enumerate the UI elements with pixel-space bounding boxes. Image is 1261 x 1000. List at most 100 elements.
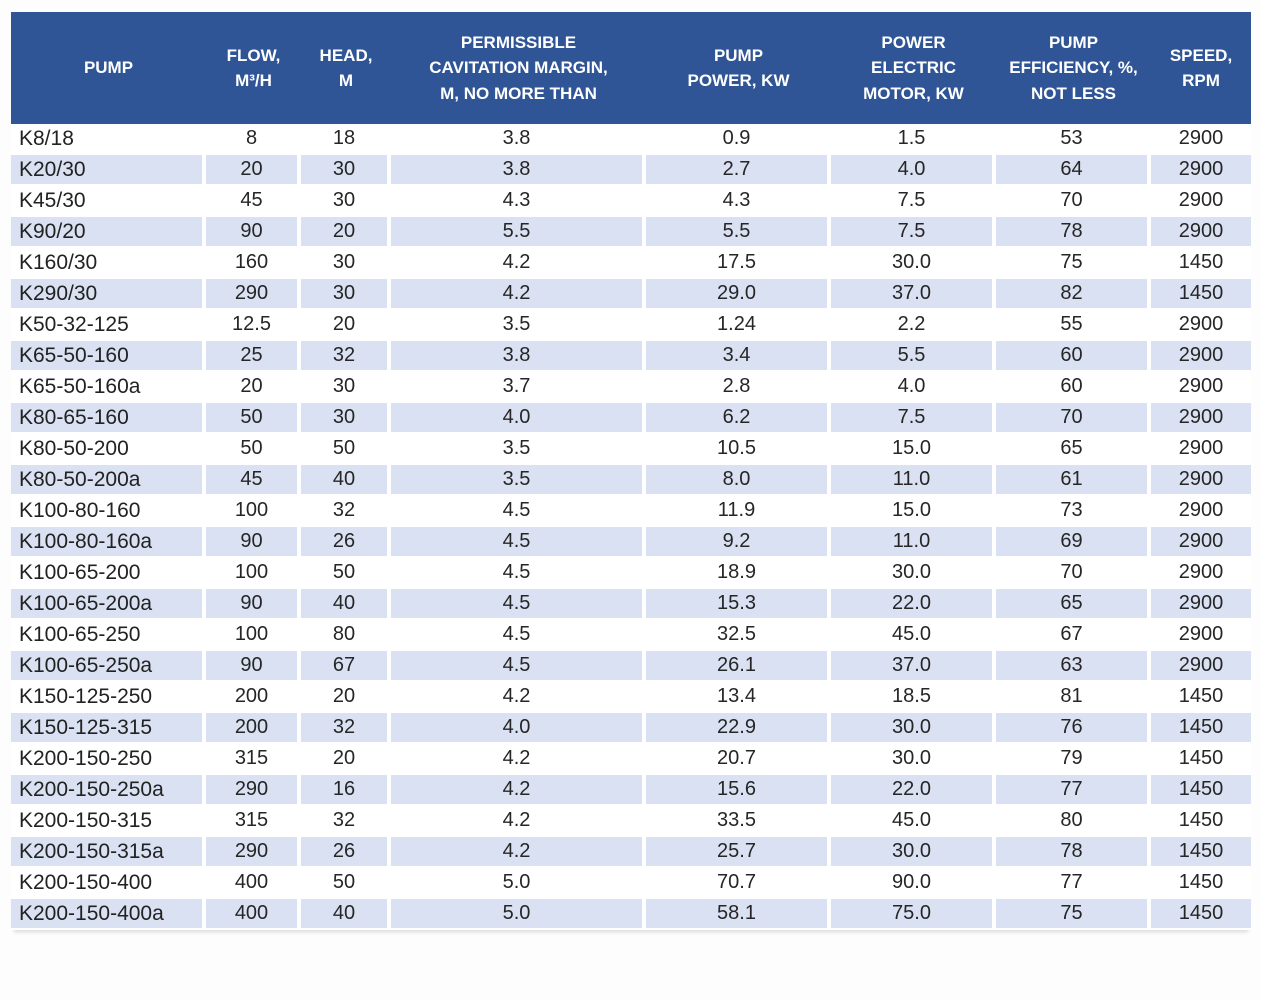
table-row: K8/18 8 18 3.8 0.9 1.5 53 2900: [11, 124, 1251, 155]
table-row: K20/30 20 30 3.8 2.7 4.0 64 2900: [11, 155, 1251, 186]
cell-cavitation: 4.0: [391, 403, 646, 434]
cell-motor-power: 37.0: [831, 651, 996, 682]
cell-motor-power: 30.0: [831, 744, 996, 775]
cell-flow: 200: [206, 682, 301, 713]
table-row: K200-150-315a 290 26 4.2 25.7 30.0 78 1450: [11, 837, 1251, 868]
cell-pump-power: 25.7: [646, 837, 831, 868]
cell-motor-power: 30.0: [831, 248, 996, 279]
cell-speed: 2900: [1151, 124, 1251, 155]
cell-head: 30: [301, 403, 391, 434]
column-header-speed: SPEED, RPM: [1151, 12, 1251, 124]
cell-motor-power: 30.0: [831, 713, 996, 744]
cell-cavitation: 4.0: [391, 713, 646, 744]
cell-efficiency: 53: [996, 124, 1151, 155]
cell-head: 20: [301, 217, 391, 248]
cell-speed: 2900: [1151, 620, 1251, 651]
cell-efficiency: 60: [996, 341, 1151, 372]
table-body: K8/18 8 18 3.8 0.9 1.5 53 2900 K20/30 20 30 3.8 2.7 4…: [11, 124, 1251, 930]
cell-speed: 1450: [1151, 775, 1251, 806]
cell-flow: 290: [206, 775, 301, 806]
cell-motor-power: 4.0: [831, 155, 996, 186]
cell-efficiency: 61: [996, 465, 1151, 496]
cell-pump-power: 9.2: [646, 527, 831, 558]
cell-efficiency: 77: [996, 868, 1151, 899]
cell-motor-power: 15.0: [831, 434, 996, 465]
cell-pump: K150-125-250: [11, 682, 206, 713]
cell-motor-power: 75.0: [831, 899, 996, 930]
cell-flow: 25: [206, 341, 301, 372]
cell-pump: K8/18: [11, 124, 206, 155]
cell-pump-power: 3.4: [646, 341, 831, 372]
cell-motor-power: 2.2: [831, 310, 996, 341]
cell-pump-power: 17.5: [646, 248, 831, 279]
cell-cavitation: 4.2: [391, 744, 646, 775]
cell-pump: K100-65-250: [11, 620, 206, 651]
cell-efficiency: 73: [996, 496, 1151, 527]
cell-cavitation: 4.2: [391, 806, 646, 837]
cell-speed: 2900: [1151, 372, 1251, 403]
cell-speed: 2900: [1151, 527, 1251, 558]
cell-speed: 2900: [1151, 310, 1251, 341]
cell-flow: 90: [206, 527, 301, 558]
table-row: K80-50-200a 45 40 3.5 8.0 11.0 61 2900: [11, 465, 1251, 496]
cell-cavitation: 5.0: [391, 899, 646, 930]
cell-pump: K50-32-125: [11, 310, 206, 341]
table-row: K100-65-200 100 50 4.5 18.9 30.0 70 2900: [11, 558, 1251, 589]
cell-pump-power: 22.9: [646, 713, 831, 744]
cell-head: 50: [301, 558, 391, 589]
cell-efficiency: 79: [996, 744, 1151, 775]
cell-pump-power: 18.9: [646, 558, 831, 589]
cell-flow: 290: [206, 279, 301, 310]
cell-cavitation: 3.8: [391, 341, 646, 372]
column-header-cavitation: PERMISSIBLE CAVITATION MARGIN, M, NO MOR…: [391, 12, 646, 124]
cell-motor-power: 45.0: [831, 620, 996, 651]
cell-efficiency: 78: [996, 837, 1151, 868]
cell-head: 18: [301, 124, 391, 155]
cell-head: 26: [301, 837, 391, 868]
cell-cavitation: 4.2: [391, 775, 646, 806]
cell-pump: K20/30: [11, 155, 206, 186]
cell-cavitation: 4.5: [391, 651, 646, 682]
cell-head: 30: [301, 155, 391, 186]
cell-head: 50: [301, 434, 391, 465]
table-row: K90/20 90 20 5.5 5.5 7.5 78 2900: [11, 217, 1251, 248]
cell-flow: 45: [206, 186, 301, 217]
cell-cavitation: 4.5: [391, 558, 646, 589]
cell-flow: 160: [206, 248, 301, 279]
cell-pump: K200-150-400a: [11, 899, 206, 930]
cell-speed: 2900: [1151, 496, 1251, 527]
cell-cavitation: 3.5: [391, 434, 646, 465]
cell-speed: 1450: [1151, 713, 1251, 744]
cell-speed: 2900: [1151, 217, 1251, 248]
cell-efficiency: 76: [996, 713, 1151, 744]
pump-specs-table-container: PUMP FLOW, M³/H HEAD, M PERMISSIBLE CAVI…: [11, 12, 1251, 930]
cell-cavitation: 4.2: [391, 682, 646, 713]
table-row: K200-150-315 315 32 4.2 33.5 45.0 80 1450: [11, 806, 1251, 837]
cell-flow: 400: [206, 899, 301, 930]
cell-flow: 20: [206, 155, 301, 186]
cell-speed: 2900: [1151, 341, 1251, 372]
pump-specs-table: PUMP FLOW, M³/H HEAD, M PERMISSIBLE CAVI…: [11, 12, 1251, 930]
cell-flow: 90: [206, 589, 301, 620]
cell-motor-power: 30.0: [831, 837, 996, 868]
cell-pump: K100-80-160: [11, 496, 206, 527]
cell-pump-power: 4.3: [646, 186, 831, 217]
cell-head: 30: [301, 248, 391, 279]
table-row: K200-150-250 315 20 4.2 20.7 30.0 79 1450: [11, 744, 1251, 775]
cell-flow: 290: [206, 837, 301, 868]
table-row: K160/30 160 30 4.2 17.5 30.0 75 1450: [11, 248, 1251, 279]
cell-flow: 100: [206, 620, 301, 651]
cell-flow: 90: [206, 651, 301, 682]
cell-motor-power: 4.0: [831, 372, 996, 403]
cell-pump: K200-150-250a: [11, 775, 206, 806]
cell-speed: 2900: [1151, 558, 1251, 589]
cell-head: 26: [301, 527, 391, 558]
cell-pump: K200-150-400: [11, 868, 206, 899]
cell-motor-power: 37.0: [831, 279, 996, 310]
cell-pump-power: 10.5: [646, 434, 831, 465]
cell-efficiency: 78: [996, 217, 1151, 248]
cell-flow: 45: [206, 465, 301, 496]
cell-cavitation: 4.5: [391, 589, 646, 620]
table-row: K45/30 45 30 4.3 4.3 7.5 70 2900: [11, 186, 1251, 217]
cell-motor-power: 1.5: [831, 124, 996, 155]
